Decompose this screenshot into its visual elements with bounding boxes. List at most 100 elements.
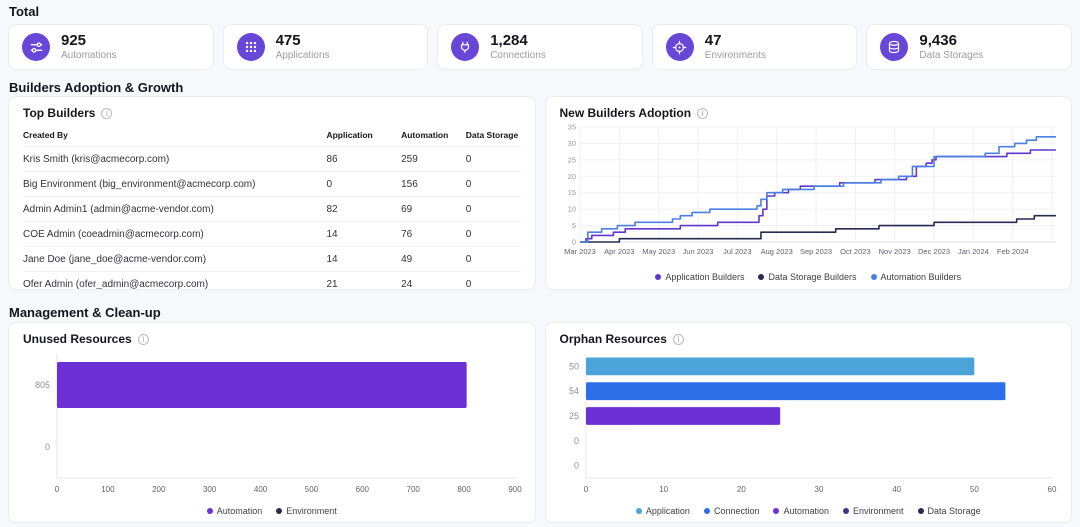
column-header-application: Application <box>326 130 373 140</box>
cell-created-by: Admin Admin1 (admin@acme-vendor.com) <box>23 196 327 222</box>
cell-value: 49 <box>401 246 466 272</box>
legend-dot <box>703 508 710 514</box>
legend-label: Automation <box>783 506 830 516</box>
svg-text:700: 700 <box>407 485 421 494</box>
top-builders-table: Created By Application Automation Data Stor… <box>23 123 521 289</box>
new-builders-adoption-legend: Application Builders Data Storage Builder… <box>560 272 1058 282</box>
table-row: Admin Admin1 (admin@acme-vendor.com) 82 69… <box>23 196 521 222</box>
legend-item-data-storage-builders[interactable]: Data Storage Builders <box>758 272 857 282</box>
svg-text:Sep 2023: Sep 2023 <box>799 247 831 256</box>
cell-value: 69 <box>401 196 466 222</box>
info-icon[interactable]: i <box>672 333 684 345</box>
legend-label: Connection <box>713 506 760 516</box>
svg-text:Dec 2023: Dec 2023 <box>917 247 949 256</box>
legend-dot <box>276 508 283 514</box>
svg-text:5: 5 <box>571 221 575 230</box>
info-icon[interactable]: i <box>101 107 113 119</box>
legend-dot <box>843 508 850 514</box>
svg-text:500: 500 <box>305 485 319 494</box>
legend-dot <box>655 274 662 280</box>
legend-item-automation[interactable]: Automation <box>206 506 263 516</box>
legend-label: Application Builders <box>665 272 745 282</box>
legend-item-connection[interactable]: Connection <box>703 506 760 516</box>
unused-resources-legend: Automation Environment <box>23 506 521 516</box>
svg-text:Apr 2023: Apr 2023 <box>604 247 634 256</box>
cell-created-by: Kris Smith (kris@acmecorp.com) <box>23 146 327 172</box>
cell-value: 24 <box>401 271 466 289</box>
svg-text:300: 300 <box>203 485 217 494</box>
svg-text:30: 30 <box>814 485 823 494</box>
stat-value: 9,436 <box>919 31 957 49</box>
stat-card-data-storages: 9,436 Data Storages <box>866 24 1072 70</box>
cell-value: 0 <box>465 146 521 172</box>
legend-item-application[interactable]: Application <box>635 506 690 516</box>
legend-label: Automation <box>216 506 263 516</box>
legend-item-environment[interactable]: Environment <box>843 506 904 516</box>
section-title-total: Total <box>9 4 40 19</box>
legend-item-data-storage[interactable]: Data Storage <box>917 506 981 516</box>
stat-value: 925 <box>61 31 87 49</box>
svg-text:20: 20 <box>567 172 575 181</box>
stat-value: 475 <box>275 31 301 49</box>
svg-text:30: 30 <box>567 139 575 148</box>
svg-text:10: 10 <box>659 485 668 494</box>
svg-text:10: 10 <box>567 205 575 214</box>
svg-text:50: 50 <box>568 361 578 371</box>
legend-dot <box>206 508 213 514</box>
svg-text:0: 0 <box>583 485 588 494</box>
svg-text:0: 0 <box>55 485 60 494</box>
table-row: COE Admin (coeadmin@acmecorp.com) 14 76 0 <box>23 221 521 247</box>
svg-text:25: 25 <box>567 155 575 164</box>
svg-text:Jun 2023: Jun 2023 <box>682 247 713 256</box>
stat-card-automations: 925 Automations <box>8 24 214 70</box>
legend-item-automation-builders[interactable]: Automation Builders <box>870 272 962 282</box>
svg-text:50: 50 <box>969 485 978 494</box>
svg-text:25: 25 <box>568 411 578 421</box>
legend-label: Environment <box>286 506 337 516</box>
info-icon[interactable]: i <box>137 333 149 345</box>
svg-text:400: 400 <box>254 485 268 494</box>
cell-created-by: COE Admin (coeadmin@acmecorp.com) <box>23 221 327 247</box>
legend-dot <box>870 274 877 280</box>
stat-card-connections: 1,284 Connections <box>437 24 643 70</box>
stat-value: 47 <box>704 31 722 49</box>
cell-value: 0 <box>465 196 521 222</box>
legend-dot <box>917 508 924 514</box>
cell-created-by: Big Environment (big_environment@acmecor… <box>23 171 327 197</box>
cell-value: 86 <box>326 146 402 172</box>
svg-text:Aug 2023: Aug 2023 <box>760 247 792 256</box>
connections-icon <box>451 33 480 61</box>
cell-value: 259 <box>401 146 466 172</box>
top-builders-table-header: Created By Application Automation Data Stor… <box>23 123 521 147</box>
legend-item-application-builders[interactable]: Application Builders <box>655 272 744 282</box>
cell-created-by: Jane Doe (jane_doe@acme-vendor.com) <box>23 246 327 272</box>
svg-text:54: 54 <box>568 386 578 396</box>
legend-item-environment[interactable]: Environment <box>276 506 337 516</box>
cell-created-by: Ofer Admin (ofer_admin@acmecorp.com) <box>23 271 327 289</box>
stat-label: Applications <box>275 49 330 61</box>
section-title-management-cleanup: Management & Clean-up <box>9 305 161 320</box>
stats-row: 925 Automations 475 Applications 1,284 Connec… <box>8 24 1072 70</box>
column-header-automation: Automation <box>401 130 449 140</box>
cell-value: 0 <box>326 171 402 197</box>
cell-value: 156 <box>401 171 466 197</box>
legend-label: Automation Builders <box>880 272 962 282</box>
unused-resources-title: Unused Resources <box>23 332 132 346</box>
stat-label: Environments <box>704 49 766 61</box>
unused-resources-card: Unused Resources i 805 0 0 100 200 300 400 500 6… <box>8 322 536 523</box>
data-storages-icon <box>880 33 909 61</box>
info-icon[interactable]: i <box>697 107 709 119</box>
table-row: Big Environment (big_environment@acmecor… <box>23 171 521 197</box>
svg-text:805: 805 <box>35 380 50 390</box>
stat-card-applications: 475 Applications <box>222 24 429 70</box>
svg-text:600: 600 <box>356 485 370 494</box>
legend-item-automation[interactable]: Automation <box>773 506 829 516</box>
legend-label: Data Storage <box>927 506 981 516</box>
cell-value: 14 <box>326 221 402 247</box>
unused-resources-chart: 805 0 0 100 200 300 400 500 600 700 800 900 <box>23 348 522 504</box>
applications-icon <box>236 33 265 61</box>
stat-label: Data Storages <box>919 49 984 61</box>
top-builders-card: Top Builders i Created By Application Auto… <box>8 96 536 290</box>
svg-text:Jan 2024: Jan 2024 <box>957 247 988 256</box>
